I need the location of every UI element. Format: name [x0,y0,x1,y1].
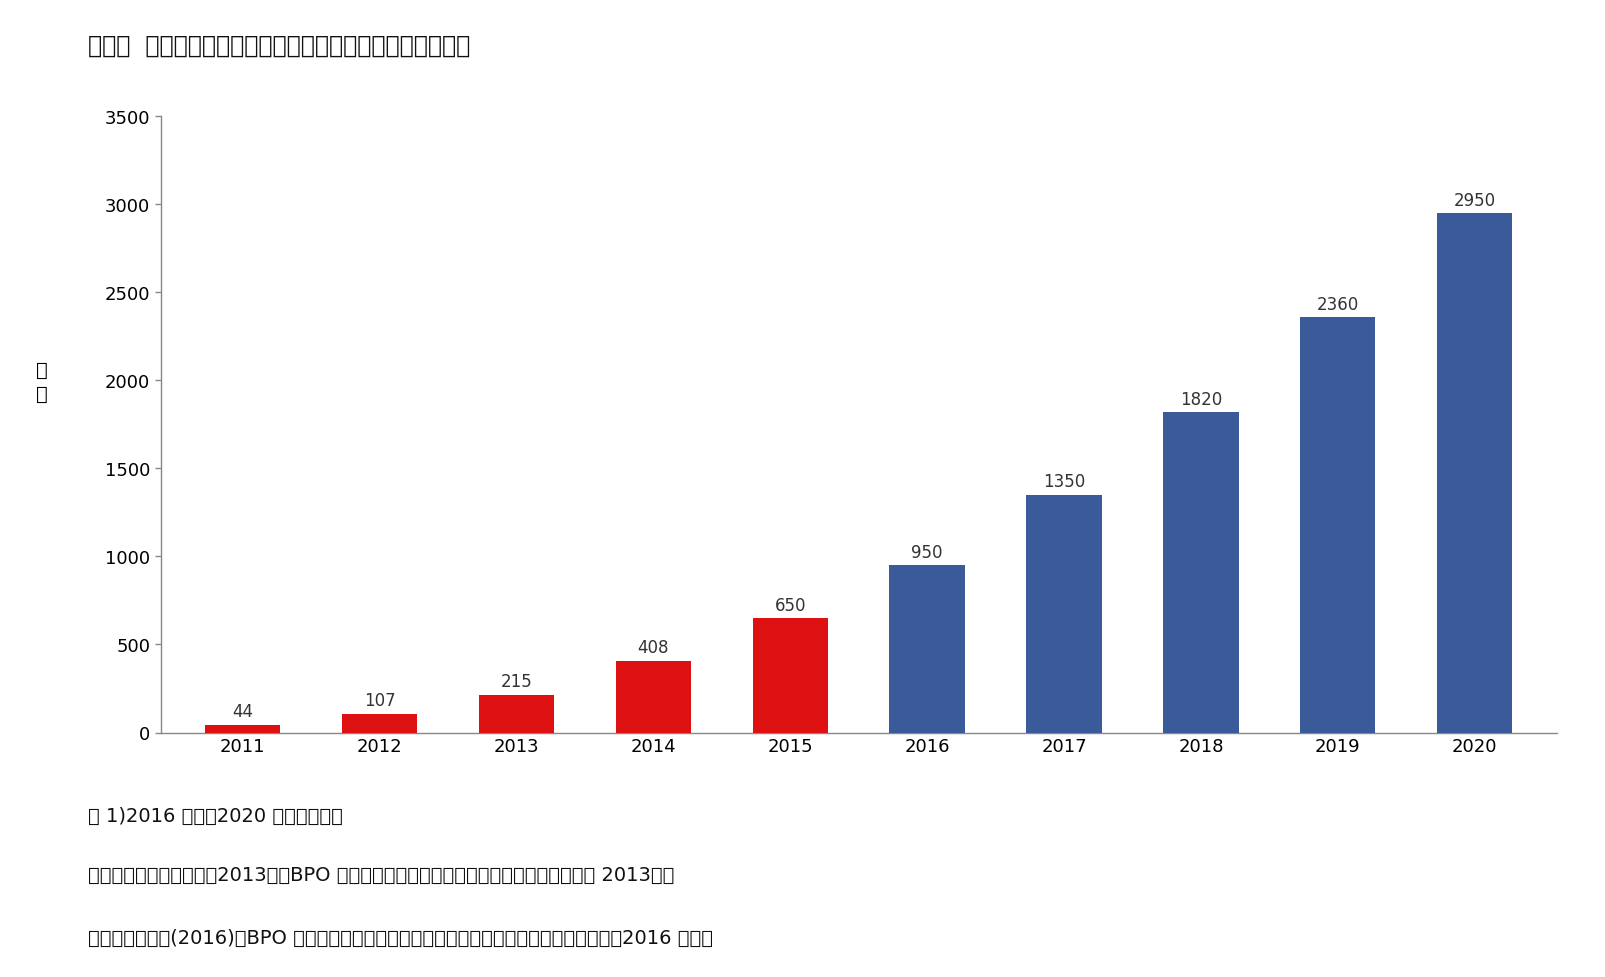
Bar [1026,495,1101,733]
Bar [1164,412,1239,733]
Bar [616,661,692,733]
Text: 408: 408 [637,639,669,657]
Text: 650: 650 [775,596,806,615]
Text: 矢野経済研究所(2016)「BPO 市場・クラウドソーシングサービス市場に関する調査を実施（2016 年）」: 矢野経済研究所(2016)「BPO 市場・クラウドソーシングサービス市場に関する… [88,928,713,947]
Text: 1820: 1820 [1180,390,1221,408]
Text: 107: 107 [364,692,395,709]
Bar [1300,318,1375,733]
Text: 億
円: 億 円 [35,361,48,404]
Text: 出所）矢野経済研究所（2013）「BPO 市場・クラウドソーシング市場に関する調査結果 2013」、: 出所）矢野経済研究所（2013）「BPO 市場・クラウドソーシング市場に関する調… [88,865,674,883]
Bar [753,618,828,733]
Bar [889,566,965,733]
Text: 950: 950 [912,543,942,561]
Text: 注 1)2016 年度～2020 年度は見込み: 注 1)2016 年度～2020 年度は見込み [88,806,343,825]
Bar [342,714,417,733]
Text: 215: 215 [501,672,533,691]
Bar [1436,214,1512,733]
Bar [205,725,281,733]
Text: 1350: 1350 [1043,473,1085,490]
Bar [478,695,554,733]
Text: 2360: 2360 [1316,295,1359,314]
Text: 44: 44 [233,702,254,721]
Text: 2950: 2950 [1454,191,1496,210]
Text: 図表４  日本におけるクラウドソーシングの市場規模の予測: 図表４ 日本におけるクラウドソーシングの市場規模の予測 [88,34,470,59]
